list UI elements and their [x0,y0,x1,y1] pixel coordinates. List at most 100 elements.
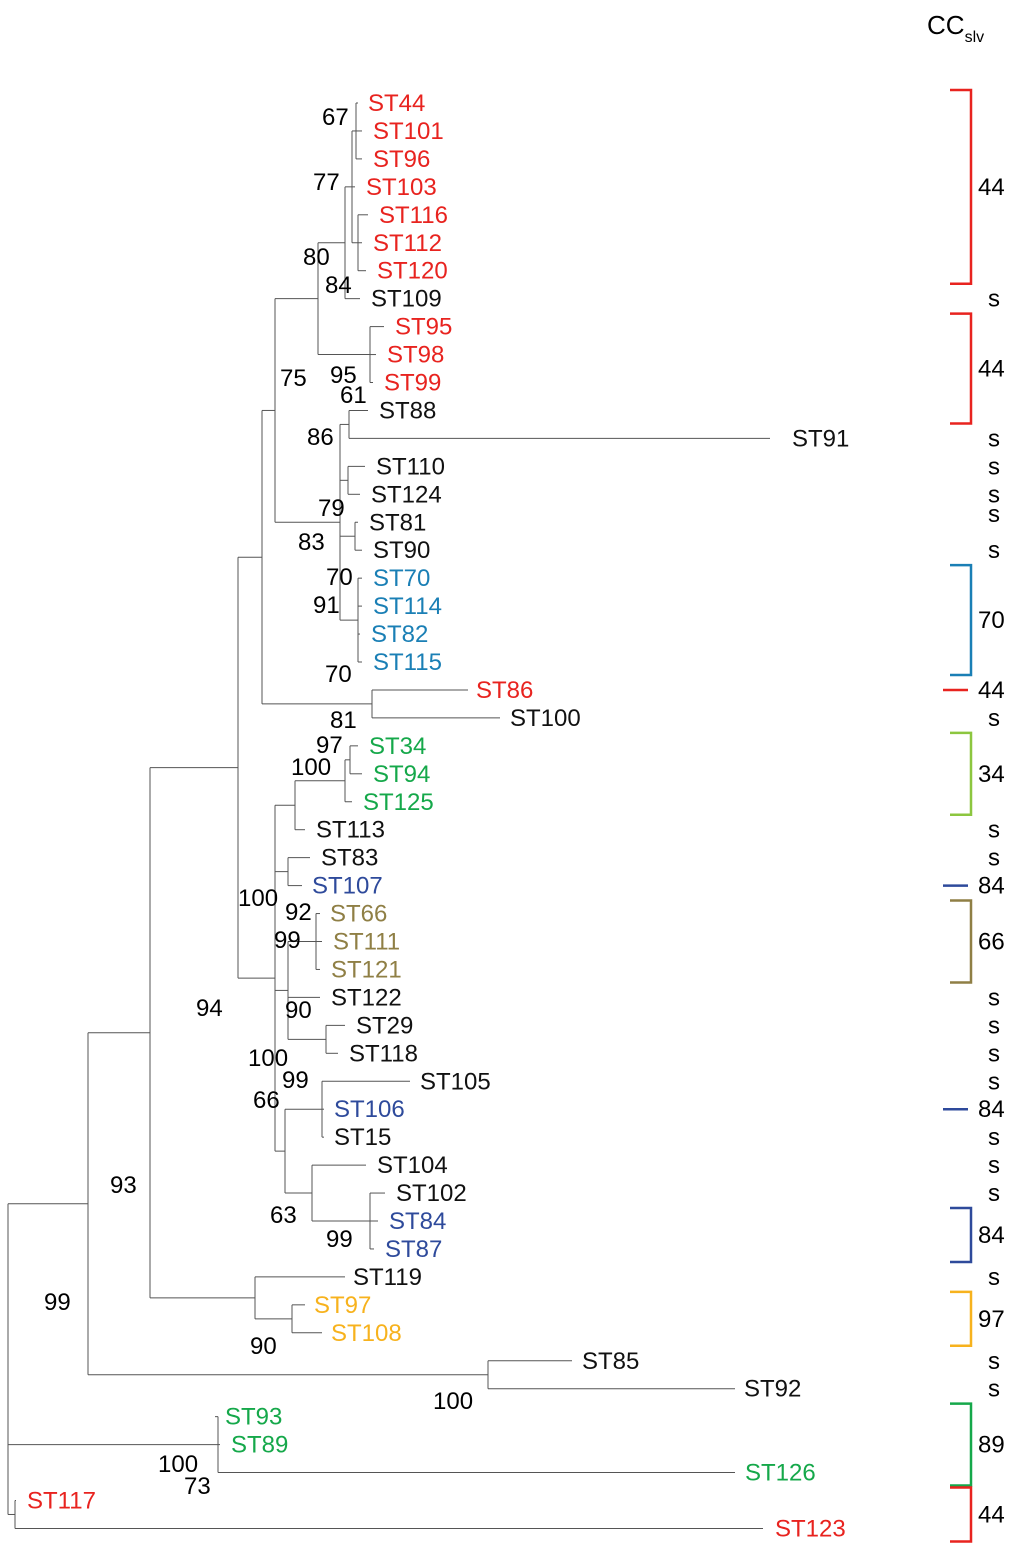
bootstrap-value: 99 [274,927,301,954]
tip-label-st94: ST94 [373,761,430,788]
cc-label: s [988,845,1000,872]
cc-bracket [950,731,973,816]
tip-label-st66: ST66 [330,901,387,928]
cc-label: 66 [978,929,1005,956]
cc-bracket [950,1290,973,1348]
bootstrap-value: 100 [433,1388,473,1415]
bootstrap-value: 66 [253,1087,280,1114]
tip-label-st89: ST89 [231,1432,288,1459]
cc-label: s [988,481,1000,508]
tip-label-st115: ST115 [373,649,442,676]
tip-label-st117: ST117 [27,1488,96,1515]
tip-label-st93: ST93 [225,1404,282,1431]
bootstrap-value: 75 [280,365,307,392]
tip-label-st110: ST110 [376,453,445,480]
tip-label-st70: ST70 [373,565,430,592]
tip-label-st118: ST118 [349,1040,418,1067]
cc-bracket [950,1402,973,1487]
cc-label: s [988,1376,1000,1403]
bootstrap-value: 90 [250,1333,277,1360]
tip-label-st102: ST102 [396,1180,467,1207]
cc-label: 84 [978,1096,1005,1123]
cc-bracket [950,563,973,677]
bootstrap-value: 90 [285,997,312,1024]
cc-label: s [988,1068,1000,1095]
cc-label: s [988,817,1000,844]
tip-label-st96: ST96 [373,146,430,173]
tip-label-st87: ST87 [385,1236,442,1263]
tip-label-st91: ST91 [792,425,849,452]
cc-label: 44 [978,174,1005,201]
cc-label: s [988,1040,1000,1067]
tip-label-st113: ST113 [316,817,385,844]
tip-label-st101: ST101 [373,118,444,145]
cc-label: s [988,1152,1000,1179]
bootstrap-value: 95 [330,362,357,389]
tip-label-st92: ST92 [744,1376,801,1403]
tip-label-st44: ST44 [368,90,425,117]
bootstrap-value: 83 [298,529,325,556]
cc-label: s [988,1180,1000,1207]
tip-label-st104: ST104 [377,1152,448,1179]
tip-label-st122: ST122 [331,984,402,1011]
cc-label: s [988,984,1000,1011]
tip-label-st125: ST125 [363,789,434,816]
cc-label: s [988,1012,1000,1039]
bootstrap-value: 79 [318,495,345,522]
bootstrap-value: 92 [285,899,312,926]
bootstrap-value: 80 [303,244,330,271]
bootstrap-value: 77 [313,169,340,196]
cc-label: s [988,501,1000,528]
tip-label-st86: ST86 [476,677,533,704]
tip-label-st90: ST90 [373,537,430,564]
bootstrap-value: 99 [44,1289,71,1316]
tip-label-st109: ST109 [371,286,442,313]
tip-label-st99: ST99 [384,370,441,397]
tip-label-st108: ST108 [331,1320,402,1347]
tip-label-st105: ST105 [420,1068,491,1095]
tip-label-st124: ST124 [371,481,442,508]
tip-label-st84: ST84 [389,1208,446,1235]
tip-label-st121: ST121 [331,956,402,983]
cc-label: 89 [978,1432,1005,1459]
bootstrap-value: 63 [270,1202,297,1229]
tip-label-st15: ST15 [334,1124,391,1151]
cc-label: s [988,425,1000,452]
tip-label-st120: ST120 [377,258,448,285]
cc-label: s [988,453,1000,480]
tip-label-st81: ST81 [369,509,426,536]
cc-label: 44 [978,1501,1005,1528]
cc-label: s [988,705,1000,732]
cc-header: CCslv [927,10,984,46]
tip-label-st126: ST126 [745,1460,816,1487]
tip-label-st106: ST106 [334,1096,405,1123]
bootstrap-value: 100 [238,885,278,912]
bootstrap-value: 84 [325,272,352,299]
bootstrap-value: 100 [158,1451,198,1478]
cc-bracket [950,88,973,285]
cc-bracket [950,899,973,984]
tip-label-st83: ST83 [321,845,378,872]
bootstrap-value: 73 [184,1473,211,1500]
cc-bracket [950,312,973,425]
bootstrap-value: 61 [340,382,367,409]
cc-label: s [988,537,1000,564]
tip-label-st85: ST85 [582,1348,639,1375]
tip-label-st119: ST119 [353,1264,422,1291]
tip-label-st116: ST116 [379,202,448,229]
bootstrap-value: 91 [313,592,340,619]
cc-label: s [988,286,1000,313]
bootstrap-value: 99 [326,1226,353,1253]
bootstrap-value: 70 [325,661,352,688]
tip-label-st34: ST34 [369,733,426,760]
tip-label-st114: ST114 [373,593,442,620]
tip-label-st107: ST107 [312,873,383,900]
bootstrap-value: 100 [248,1045,288,1072]
tip-label-st95: ST95 [395,314,452,341]
bootstrap-value: 99 [282,1067,309,1094]
bootstrap-value: 67 [322,104,349,131]
tip-label-st29: ST29 [356,1012,413,1039]
cc-label: s [988,1124,1000,1151]
cc-bracket [950,1486,973,1543]
bootstrap-value: 70 [326,564,353,591]
